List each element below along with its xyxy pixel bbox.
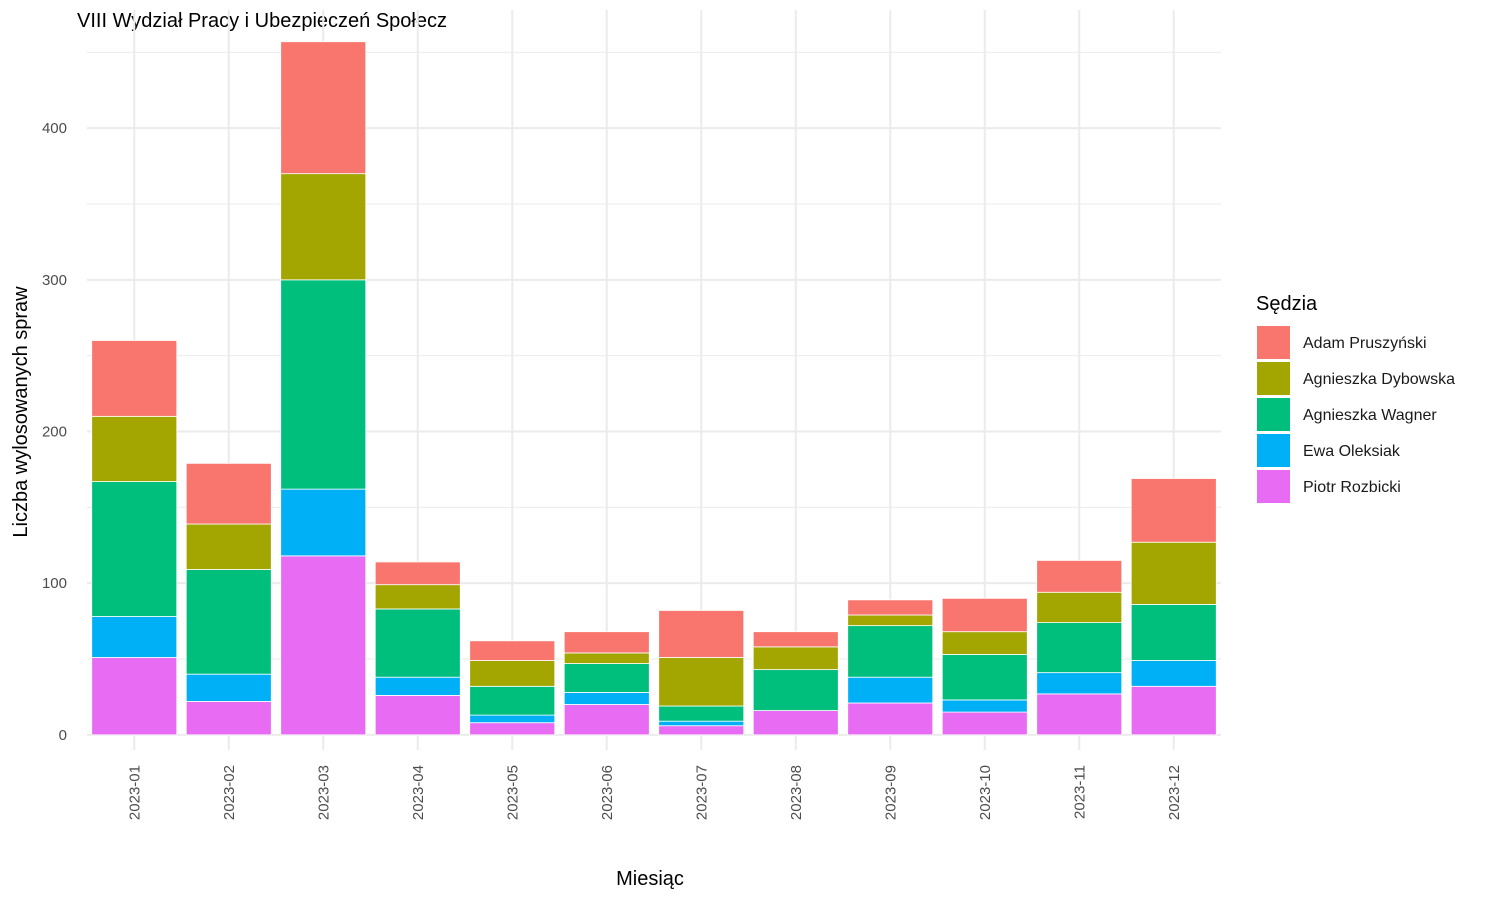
x-axis-title: Miesiąc	[616, 868, 684, 890]
y-axis-title: Liczba wylosowanych spraw	[10, 286, 32, 538]
bar-segment	[658, 720, 745, 727]
bar-segment	[469, 685, 556, 716]
bars	[91, 41, 1217, 736]
y-tick-label: 0	[59, 727, 67, 744]
bar-segment	[563, 704, 650, 736]
legend-title: Sędzia	[1256, 293, 1318, 315]
x-tick-label: 2023-06	[599, 765, 616, 820]
legend-swatch	[1257, 434, 1290, 467]
x-tick-label: 2023-07	[693, 765, 710, 820]
bar-segment	[563, 631, 650, 654]
y-tick-label: 300	[42, 272, 67, 289]
x-tick-label: 2023-09	[882, 765, 899, 820]
bar-segment	[847, 625, 934, 678]
bar-segment	[752, 631, 839, 648]
bar-segment	[280, 488, 367, 557]
x-tick-label: 2023-02	[221, 765, 238, 820]
bar-segment	[91, 481, 178, 617]
bar-segment	[752, 646, 839, 671]
bar-segment	[1036, 693, 1123, 736]
bar-segment	[1036, 622, 1123, 674]
legend-label: Piotr Rozbicki	[1303, 479, 1401, 496]
bar-segment	[374, 561, 461, 586]
x-tick-label: 2023-08	[788, 765, 805, 820]
bar-segment	[1130, 478, 1217, 543]
bar-segment	[1130, 541, 1217, 605]
x-axis-ticks: 2023-01 2023-02 2023-03 2023-04 2023-05 2023-…	[126, 765, 1183, 820]
x-tick-label: 2023-03	[315, 765, 332, 820]
x-tick-label: 2023-10	[977, 765, 994, 820]
bar-segment	[752, 710, 839, 736]
bar-segment	[185, 462, 272, 525]
bar-segment	[185, 701, 272, 736]
bar-segment	[280, 41, 367, 175]
bar-segment	[658, 725, 745, 736]
bar-segment	[374, 695, 461, 736]
x-tick-label: 2023-04	[410, 765, 427, 820]
y-tick-label: 200	[42, 424, 67, 441]
bar-segment	[563, 652, 650, 664]
bar-segment	[1036, 560, 1123, 593]
bar-segment	[1130, 660, 1217, 687]
bar-segment	[941, 654, 1028, 701]
bar-segment	[469, 660, 556, 687]
y-tick-label: 100	[42, 575, 67, 592]
legend-swatch	[1257, 470, 1290, 503]
bar-segment	[1036, 672, 1123, 695]
bar-segment	[658, 657, 745, 707]
bar-segment	[374, 676, 461, 696]
bar-segment	[91, 616, 178, 658]
x-tick-label: 2023-12	[1166, 765, 1183, 820]
bar-segment	[91, 415, 178, 482]
bar-segment	[280, 173, 367, 281]
legend-label: Agnieszka Dybowska	[1303, 371, 1455, 388]
bar-segment	[941, 631, 1028, 655]
bar-segment	[1036, 591, 1123, 623]
legend-swatch	[1257, 398, 1290, 431]
bar-segment	[185, 523, 272, 570]
bar-segment	[847, 676, 934, 704]
bar-segment	[91, 340, 178, 417]
bar-segment	[941, 699, 1028, 713]
x-tick-label: 2023-01	[126, 765, 143, 820]
bar-segment	[1130, 604, 1217, 661]
legend-label: Agnieszka Wagner	[1303, 407, 1437, 424]
bar-segment	[563, 663, 650, 693]
bar-segment	[185, 673, 272, 702]
legend-items: Adam Pruszyński Agnieszka Dybowska Agniesz…	[1257, 326, 1455, 503]
bar-segment	[847, 614, 934, 627]
x-tick-label: 2023-11	[1071, 765, 1088, 819]
bar-segment	[941, 711, 1028, 736]
bar-segment	[185, 569, 272, 675]
chart-title: VIII Wydział Pracy i Ubezpieczeń Społecz	[77, 10, 447, 32]
bar-segment	[658, 705, 745, 722]
legend-label: Adam Pruszyński	[1303, 335, 1427, 352]
y-tick-label: 400	[42, 120, 67, 137]
bar-segment	[847, 702, 934, 736]
bar-segment	[374, 584, 461, 610]
legend: Sędzia Adam Pruszyński Agnieszka Dybowska…	[1256, 293, 1455, 503]
legend-label: Ewa Oleksiak	[1303, 443, 1401, 460]
y-axis-ticks: 0 100 200 300 400	[42, 120, 67, 744]
bar-segment	[752, 669, 839, 711]
bar-segment	[563, 691, 650, 705]
bar-segment	[374, 608, 461, 678]
bar-segment	[91, 657, 178, 736]
bar-segment	[280, 555, 367, 736]
bar-segment	[847, 599, 934, 616]
bar-segment	[280, 279, 367, 490]
bar-segment	[469, 640, 556, 661]
x-tick-label: 2023-05	[504, 765, 521, 820]
bar-segment	[941, 597, 1028, 633]
bar-segment	[469, 714, 556, 724]
bar-segment	[1130, 685, 1217, 736]
bar-segment	[469, 722, 556, 736]
legend-swatch	[1257, 326, 1290, 359]
bar-segment	[658, 610, 745, 658]
legend-swatch	[1257, 362, 1290, 395]
